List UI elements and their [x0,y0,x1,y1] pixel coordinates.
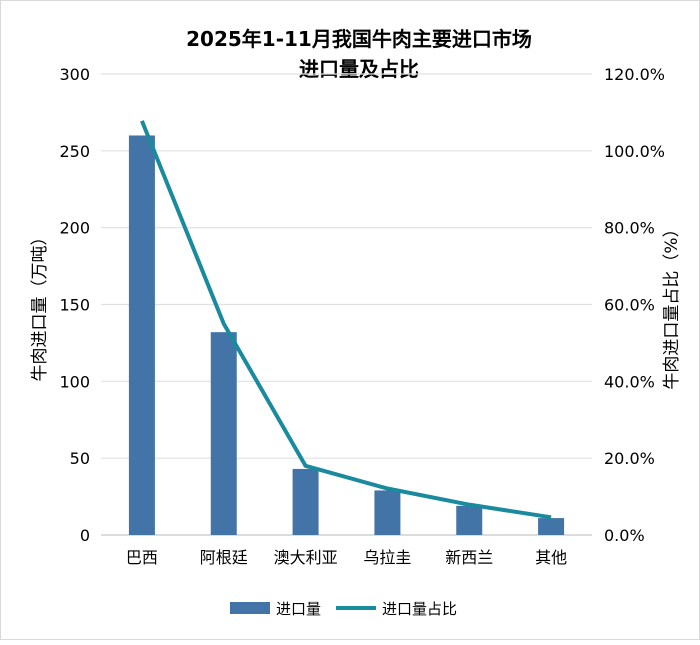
chart-title-line2: 进口量及占比 [299,57,419,81]
x-tick-label: 阿根廷 [200,548,248,567]
legend-label-line: 进口量占比 [382,600,457,618]
y2-tick-label: 80.0% [604,219,655,238]
y-tick-label: 0 [80,526,90,545]
y2-axis-label: 牛肉进口量占比（%） [662,220,682,389]
y-tick-label: 50 [70,449,90,468]
bar-5 [538,518,565,535]
x-tick-label: 澳大利亚 [274,548,338,567]
y2-tick-label: 100.0% [604,142,665,161]
share-line [140,120,552,520]
x-tick-label: 新西兰 [445,548,493,567]
bar-3 [374,490,401,535]
y2-tick-label: 0.0% [604,526,645,545]
legend-swatch-bar [230,602,270,614]
bar-0 [128,135,155,535]
legend-label-bar: 进口量 [276,600,321,618]
bar-1 [210,332,237,535]
y-tick-label: 250 [59,142,90,161]
y-tick-label: 300 [59,65,90,84]
y2-tick-label: 40.0% [604,372,655,391]
legend: 进口量 进口量占比 [230,600,457,618]
x-tick-label: 巴西 [126,548,158,567]
y-tick-label: 100 [59,372,90,391]
x-tick-label: 其他 [535,548,567,567]
y-tick-label: 150 [59,296,90,315]
y-tick-label: 200 [59,219,90,238]
y2-tick-label: 60.0% [604,296,655,315]
x-tick-label: 乌拉圭 [363,548,411,567]
bar-2 [292,468,319,535]
y2-tick-label: 20.0% [604,449,655,468]
y-axis-label: 牛肉进口量（万吨） [30,229,50,382]
y2-tick-label: 120.0% [604,65,665,84]
chart-title-line1: 2025年1-11月我国牛肉主要进口市场 [186,27,532,51]
bar-4 [456,505,483,535]
